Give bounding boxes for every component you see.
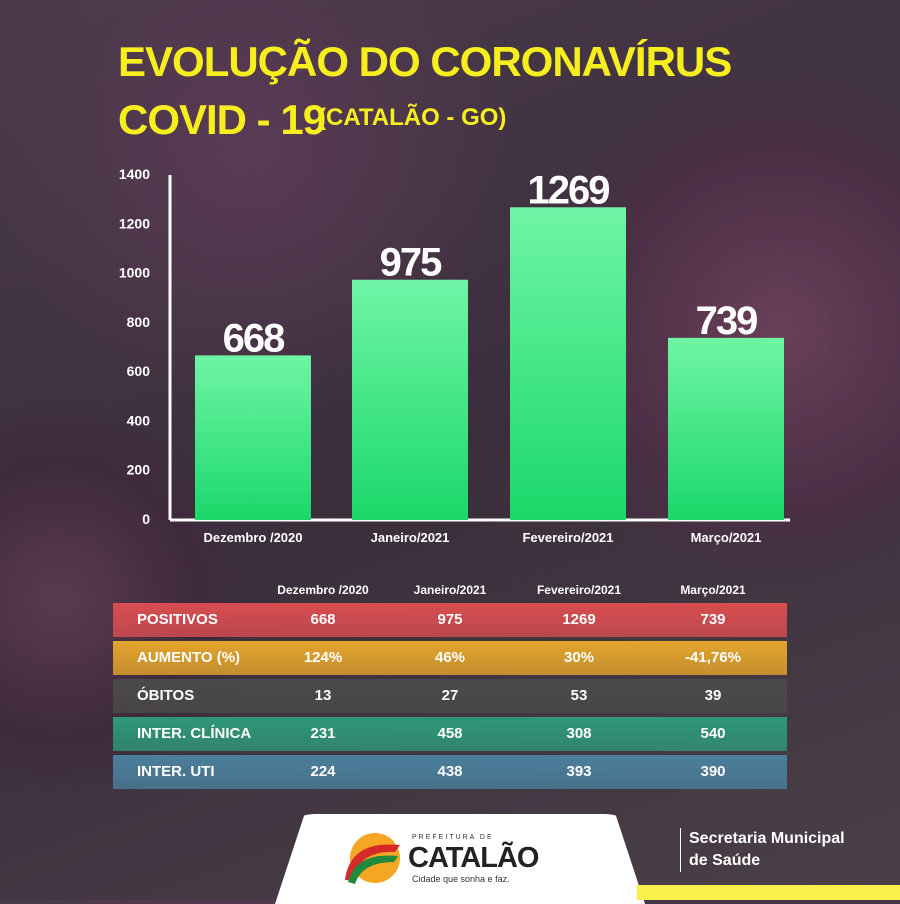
table-cell: 975 xyxy=(437,611,463,628)
secretaria-line1: Secretaria Municipal xyxy=(689,830,845,847)
table-cell: 30% xyxy=(563,649,595,666)
table-cell: 224 xyxy=(310,763,336,780)
table-cell: 438 xyxy=(437,763,463,780)
logo-prefix: PREFEITURA DE xyxy=(412,834,494,841)
row-label: ÓBITOS xyxy=(137,687,195,704)
x-tick-label: Dezembro /2020 xyxy=(204,530,303,545)
table-header: Dezembro /2020 Janeiro/2021 Fevereiro/2021… xyxy=(113,583,787,603)
yellow-stripe xyxy=(637,885,900,900)
table-cell: 393 xyxy=(566,763,592,780)
row-label: INTER. CLÍNICA xyxy=(137,725,252,742)
table-row: INTER. UTI 224 438 393 390 xyxy=(113,755,787,789)
table-cell: 540 xyxy=(700,725,726,742)
table-cell: 124% xyxy=(303,649,343,666)
table-cell: 13 xyxy=(314,687,332,704)
title-line1: EVOLUÇÃO DO CORONAVÍRUS xyxy=(118,38,732,85)
table-cell: 390 xyxy=(700,763,726,780)
y-tick-label: 600 xyxy=(127,363,151,379)
table-cell: 668 xyxy=(310,611,336,628)
table-cell: 53 xyxy=(570,687,588,704)
table-cell: 39 xyxy=(704,687,722,704)
table-cell: 308 xyxy=(566,725,592,742)
title-location: (CATALÃO - GO) xyxy=(318,104,507,131)
y-tick-label: 1400 xyxy=(119,166,150,182)
table-row: POSITIVOS 668 975 1269 739 xyxy=(113,603,787,637)
y-tick-label: 200 xyxy=(127,462,151,478)
data-label: 975 xyxy=(380,241,442,285)
data-table: Dezembro /2020 Janeiro/2021 Fevereiro/2021… xyxy=(113,583,787,793)
bar xyxy=(352,279,468,520)
row-label: POSITIVOS xyxy=(137,611,218,628)
y-tick-label: 400 xyxy=(127,412,151,428)
title-line2: COVID - 19 xyxy=(118,96,326,143)
data-label: 1269 xyxy=(528,168,610,212)
table-cell: -41,76% xyxy=(685,649,741,666)
secretaria-label: Secretaria Municipal de Saúde xyxy=(680,828,845,872)
x-tick-label: Março/2021 xyxy=(691,530,762,545)
bar xyxy=(510,207,626,520)
footer-logo-panel xyxy=(275,814,645,904)
table-cell: 1269 xyxy=(562,611,596,628)
bar xyxy=(195,355,311,520)
y-tick-label: 0 xyxy=(142,511,150,527)
table-cell: 458 xyxy=(437,725,463,742)
table-cell: 739 xyxy=(700,611,726,628)
table-cell: 231 xyxy=(310,725,336,742)
y-tick-label: 1200 xyxy=(119,215,150,231)
bar-chart: 0 200 400 600 800 1000 1200 1400 668 Dezembro /20… xyxy=(119,166,784,545)
data-label: 739 xyxy=(696,299,757,343)
secretaria-line2: de Saúde xyxy=(689,852,761,869)
bar xyxy=(668,337,784,520)
y-tick-label: 1000 xyxy=(119,265,150,281)
table-column-header: Março/2021 xyxy=(680,583,746,597)
row-label: INTER. UTI xyxy=(137,763,215,780)
table-cell: 46% xyxy=(434,649,466,666)
table-cell: 27 xyxy=(441,687,459,704)
data-label: 668 xyxy=(223,316,285,360)
logo-tagline: Cidade que sonha e faz. xyxy=(412,874,510,884)
y-tick-label: 800 xyxy=(127,314,151,330)
table-column-header: Dezembro /2020 xyxy=(277,583,369,597)
x-tick-label: Janeiro/2021 xyxy=(371,530,450,545)
table-row: ÓBITOS 13 27 53 39 xyxy=(113,679,787,713)
table-column-header: Fevereiro/2021 xyxy=(536,583,622,597)
table-column-header: Janeiro/2021 xyxy=(413,583,487,597)
x-tick-label: Fevereiro/2021 xyxy=(522,530,613,545)
logo-name: CATALÃO xyxy=(408,842,539,874)
table-row: AUMENTO (%) 124% 46% 30% -41,76% xyxy=(113,641,787,675)
table-row: INTER. CLÍNICA 231 458 308 540 xyxy=(113,717,787,751)
row-label: AUMENTO (%) xyxy=(137,649,241,666)
